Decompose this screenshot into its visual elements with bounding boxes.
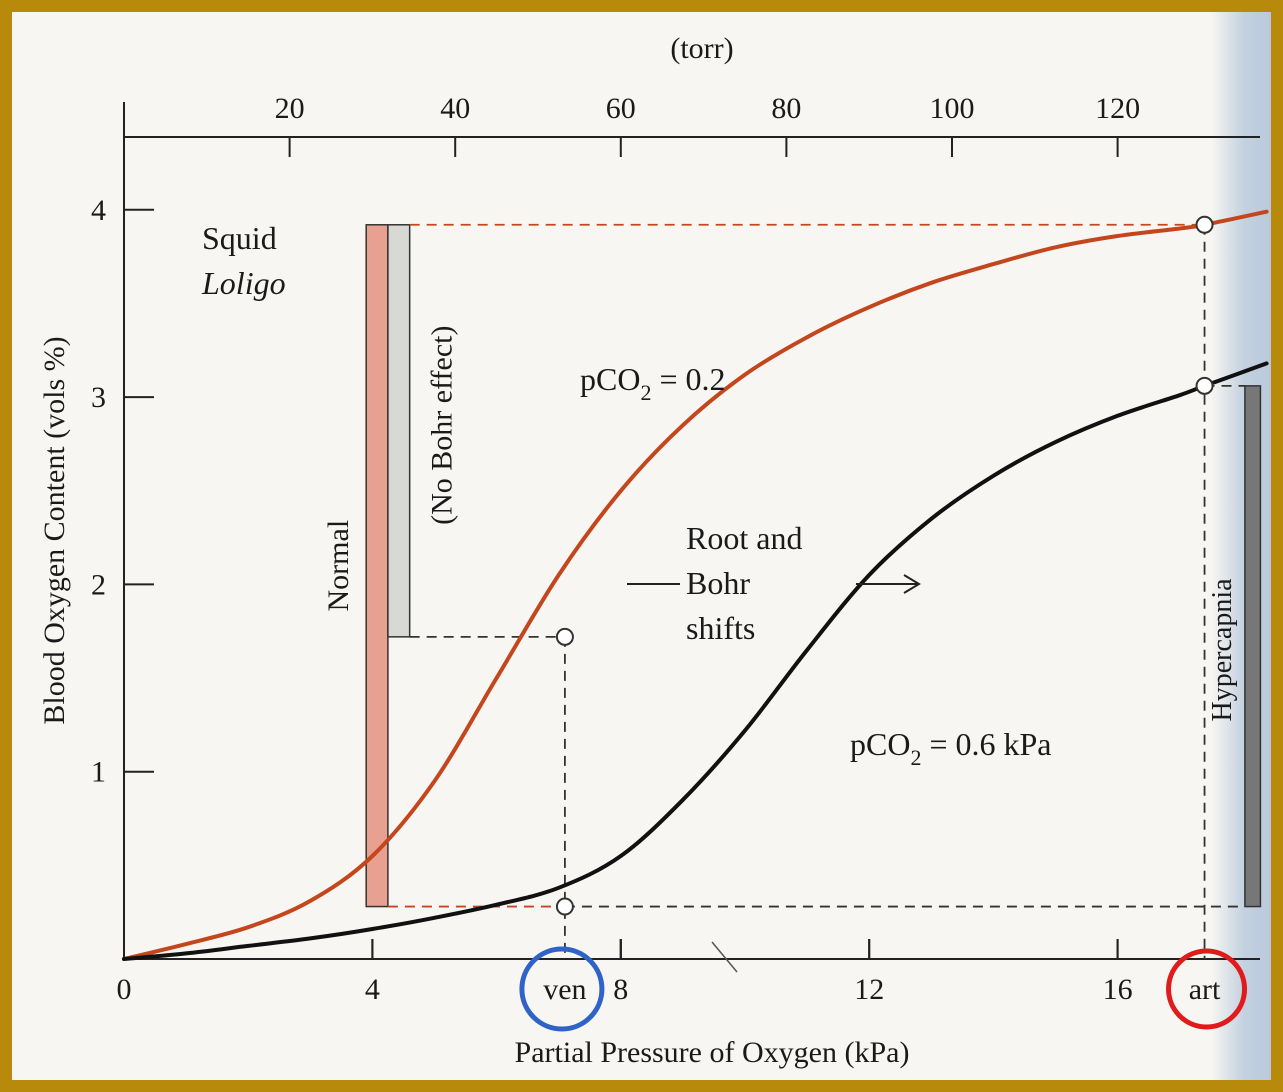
x-tick-label: 4 xyxy=(365,973,380,1006)
data-point-art xyxy=(1195,215,1214,234)
x2-tick-label: 120 xyxy=(1095,92,1140,125)
x-tick-label: 12 xyxy=(854,973,884,1006)
y-tick-label: 3 xyxy=(91,381,106,414)
x2-axis-title: (torr) xyxy=(670,32,733,65)
x2-tick-label: 100 xyxy=(930,92,975,125)
axes xyxy=(123,102,1260,973)
x2-tick-label: 20 xyxy=(275,92,305,125)
annotation-line-2: Bohr xyxy=(686,565,750,601)
species-label: Squid xyxy=(202,220,277,256)
series-line-pco2-0-2 xyxy=(122,209,1269,961)
x2-tick-label: 60 xyxy=(606,92,636,125)
guide-lines xyxy=(387,223,1245,959)
x2-tick-label: 80 xyxy=(771,92,801,125)
genus-label: Loligo xyxy=(201,265,286,301)
series-lines xyxy=(122,209,1269,961)
bar-label-no-bohr: (No Bohr effect) xyxy=(426,326,459,525)
annotation-arrow-head xyxy=(903,574,921,594)
series-label-pco2-0-6: pCO2 = 0.6 kPa xyxy=(850,726,1052,770)
series-line-pco2-0-6 xyxy=(122,361,1269,961)
x2-tick-label: 40 xyxy=(440,92,470,125)
y-tick-label: 1 xyxy=(91,756,106,789)
range-bar xyxy=(387,224,411,638)
x-tick-label: 16 xyxy=(1103,973,1133,1006)
data-point-art xyxy=(1195,376,1214,395)
range-bars xyxy=(365,224,1262,908)
art-label: art xyxy=(1189,973,1221,1006)
y-tick-label: 2 xyxy=(91,568,106,601)
data-point-ven xyxy=(555,897,574,916)
x-axis-title: Partial Pressure of Oxygen (kPa) xyxy=(515,1036,910,1069)
bar-label-normal: Normal xyxy=(322,520,355,612)
range-bar xyxy=(365,224,389,908)
data-point-ven xyxy=(555,627,574,646)
series-label-pco2-0-2: pCO2 = 0.2 xyxy=(580,361,726,405)
bar-label-hypercapnia: Hypercapnia xyxy=(1207,578,1238,722)
annotation-line-3: shifts xyxy=(686,610,755,646)
y-tick-label: 4 xyxy=(91,194,106,227)
ven-circle xyxy=(519,946,605,1032)
x-tick-label: 8 xyxy=(613,973,628,1006)
annotation-line-1: Root and xyxy=(686,520,802,556)
range-bar xyxy=(1244,385,1262,908)
x-tick-label: 0 xyxy=(117,973,132,1006)
art-circle xyxy=(1166,948,1248,1030)
ven-label: ven xyxy=(543,973,586,1006)
data-points xyxy=(555,215,1214,916)
chart-frame: 0 4 8 12 16 20 40 60 80 100 120 (torr) 1 2 3 4 Partial P… xyxy=(12,12,1271,1080)
stray-mark xyxy=(711,941,738,973)
y-axis-title: Blood Oxygen Content (vols %) xyxy=(38,336,71,724)
